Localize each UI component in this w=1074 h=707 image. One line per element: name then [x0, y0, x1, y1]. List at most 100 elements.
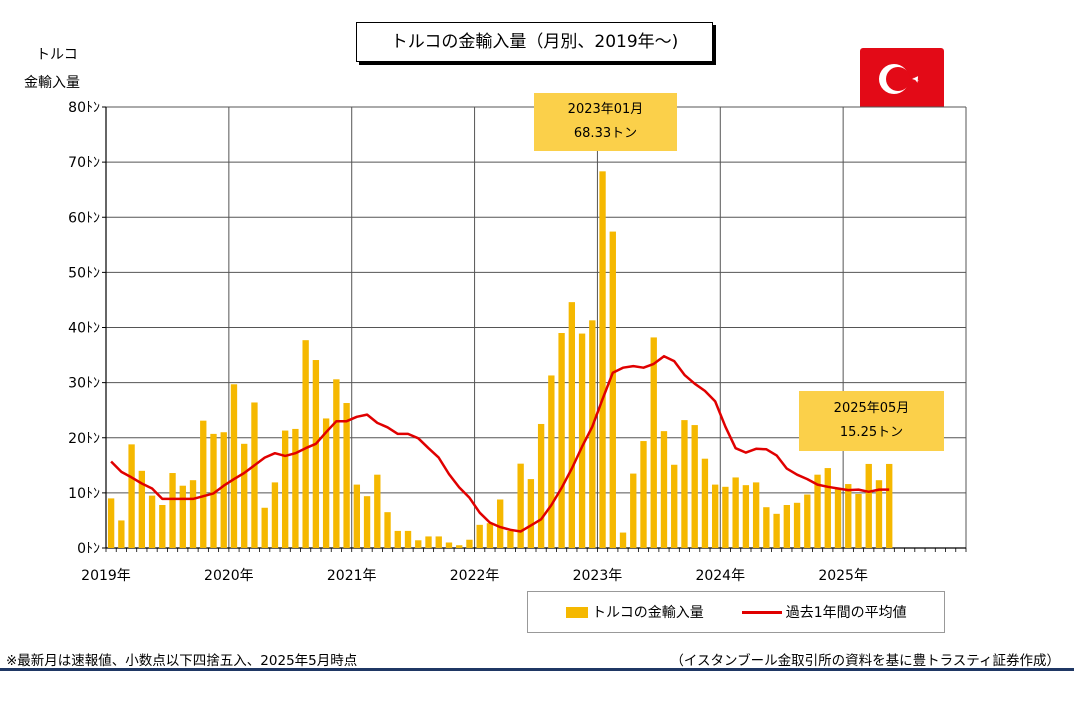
- chart-title: トルコの金輸入量（月別、2019年〜): [356, 22, 713, 62]
- bar: [128, 444, 135, 548]
- average-line: [110, 354, 890, 533]
- peak-callout-value: 68.33トン: [573, 126, 638, 141]
- bar: [353, 484, 361, 548]
- bar: [630, 473, 637, 548]
- bottom-rule: [0, 668, 1074, 671]
- bar: [732, 477, 739, 548]
- bar: [220, 432, 227, 548]
- bar: [773, 513, 780, 548]
- y-tick-label: 0ﾄﾝ: [77, 541, 100, 557]
- x-tick-label: 2024年: [695, 568, 745, 584]
- bar: [548, 375, 555, 548]
- legend: トルコの金輸入量 過去1年間の平均値: [527, 591, 945, 633]
- bar: [875, 480, 883, 548]
- y-tick-label: 50ﾄﾝ: [68, 265, 100, 281]
- bar: [312, 360, 320, 548]
- bar: [711, 484, 719, 548]
- bar: [865, 463, 872, 548]
- bar: [333, 379, 340, 548]
- bar: [793, 502, 801, 548]
- bar: [701, 458, 709, 548]
- bar: [845, 484, 852, 548]
- x-tick-label: 2023年: [573, 568, 623, 584]
- peak-callout: 2023年01月 68.33トン: [534, 93, 677, 151]
- bar: [251, 402, 258, 548]
- bar: [466, 539, 473, 548]
- bar: [568, 302, 576, 548]
- bar: [834, 487, 842, 548]
- bar: [456, 545, 463, 548]
- y-tick-label: 40ﾄﾝ: [68, 321, 100, 337]
- bar: [435, 536, 442, 548]
- bar: [138, 470, 146, 548]
- bar: [118, 520, 125, 548]
- bar: [292, 428, 299, 548]
- bar: [824, 468, 831, 548]
- bar: [507, 530, 514, 548]
- bar: [148, 495, 156, 548]
- bar: [537, 423, 545, 548]
- footnote-right: （イスタンブール金取引所の資料を基に豊トラスティ証券作成）: [670, 653, 1060, 669]
- bar: [281, 430, 289, 548]
- bar: [107, 498, 115, 548]
- bar: [343, 403, 350, 548]
- y-tick-label: 30ﾄﾝ: [68, 376, 100, 392]
- legend-item-bars: トルコの金輸入量: [566, 602, 704, 622]
- bar: [302, 340, 309, 548]
- legend-bar-label: トルコの金輸入量: [592, 605, 704, 621]
- bar: [558, 333, 565, 548]
- bar: [415, 540, 422, 548]
- bar: [169, 473, 176, 548]
- bar: [855, 493, 862, 548]
- bar: [578, 333, 586, 548]
- peak-callout-date: 2023年01月: [567, 102, 644, 117]
- bar: [517, 463, 524, 548]
- latest-callout-value: 15.25トン: [839, 425, 904, 440]
- bar: [486, 523, 494, 548]
- bar: [445, 542, 453, 548]
- y-tick-label: 10ﾄﾝ: [68, 486, 100, 502]
- bar: [640, 441, 647, 548]
- legend-line-swatch: [741, 610, 782, 614]
- bar: [804, 494, 811, 548]
- bar: [589, 320, 596, 548]
- bar: [752, 482, 760, 548]
- bar: [660, 431, 668, 548]
- legend-item-line: 過去1年間の平均値: [741, 602, 907, 622]
- bar: [322, 418, 330, 548]
- bar: [691, 425, 698, 548]
- bar: [261, 507, 268, 548]
- legend-bar-swatch: [566, 606, 588, 618]
- bar: [271, 482, 279, 548]
- bar: [425, 536, 432, 548]
- bar: [404, 530, 412, 548]
- bar: [619, 532, 627, 548]
- bar: [609, 231, 616, 548]
- bar: [742, 485, 750, 548]
- bar: [241, 443, 248, 548]
- y-axis-header-line2: 金輸入量: [24, 75, 80, 91]
- bar: [783, 505, 791, 548]
- x-tick-label: 2021年: [327, 568, 377, 584]
- y-axis-header-line1: トルコ: [36, 47, 78, 63]
- y-tick-label: 20ﾄﾝ: [68, 431, 100, 447]
- bar: [384, 512, 391, 548]
- bar: [814, 474, 821, 548]
- y-tick-label: 70ﾄﾝ: [68, 155, 100, 171]
- bar: [200, 420, 207, 548]
- bar: [159, 505, 166, 548]
- bar: [374, 474, 381, 548]
- x-tick-label: 2025年: [818, 568, 868, 584]
- bar: [210, 433, 217, 548]
- bar: [476, 524, 483, 548]
- bar: [527, 479, 535, 548]
- bar: [394, 530, 401, 548]
- y-tick-label: 80ﾄﾝ: [68, 100, 100, 116]
- y-tick-label: 60ﾄﾝ: [68, 210, 100, 226]
- x-tick-label: 2019年: [81, 568, 131, 584]
- bar: [230, 384, 238, 548]
- footnote-left: ※最新月は速報値、小数点以下四捨五入、2025年5月時点: [6, 653, 358, 669]
- bar: [189, 480, 197, 548]
- bar: [722, 486, 729, 548]
